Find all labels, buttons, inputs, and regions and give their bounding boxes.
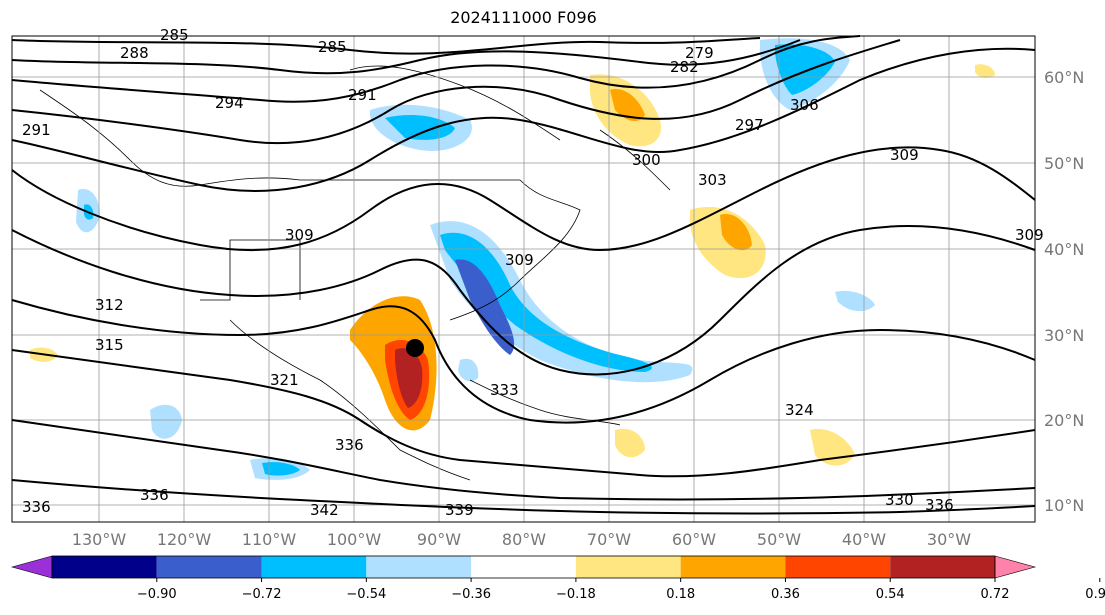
colorbar-border bbox=[51, 555, 996, 579]
contour-label: 333 bbox=[490, 381, 519, 399]
contour-label: 312 bbox=[95, 296, 124, 314]
contours bbox=[11, 35, 1036, 515]
colorbar-segment bbox=[156, 556, 262, 578]
colorbar-tick-label: −0.18 bbox=[556, 587, 596, 602]
lon-label: 50°W bbox=[757, 530, 801, 549]
colorbar-tick-label: 0.54 bbox=[876, 587, 905, 602]
colorbar-segment bbox=[261, 556, 367, 578]
colorbar-segment bbox=[366, 556, 472, 578]
lon-label: 60°W bbox=[672, 530, 716, 549]
colorbar-tick-label: 0.90 bbox=[1085, 587, 1105, 602]
colorbar-tick-label: −0.54 bbox=[346, 587, 386, 602]
colorbar-segment bbox=[52, 556, 157, 578]
contour-label: 324 bbox=[785, 401, 814, 419]
contour-label: 279 bbox=[685, 44, 714, 62]
colorbar-segment bbox=[575, 556, 681, 578]
colorbar-tick-label: −0.36 bbox=[451, 587, 491, 602]
contour-labels: 285 288 285 279 282 291 294 291 297 306 … bbox=[22, 26, 1044, 519]
map-frame bbox=[11, 35, 1036, 523]
contour-label: 285 bbox=[318, 38, 347, 56]
colorbar-tick-label: 0.36 bbox=[771, 587, 800, 602]
contour-label: 294 bbox=[215, 94, 244, 112]
grid bbox=[12, 36, 1035, 522]
contour-label: 321 bbox=[270, 371, 299, 389]
lon-label: 110°W bbox=[242, 530, 297, 549]
lat-label: 10°N bbox=[1044, 496, 1084, 515]
colorbar-extend-high bbox=[994, 555, 1037, 579]
contour-label: 336 bbox=[335, 436, 364, 454]
colorbar-segment bbox=[890, 556, 995, 578]
colorbar-extend-low bbox=[10, 555, 53, 579]
lon-label: 90°W bbox=[417, 530, 461, 549]
contour-label: 309 bbox=[1015, 226, 1044, 244]
colorbar-segment bbox=[785, 556, 891, 578]
contour-label: 339 bbox=[445, 501, 474, 519]
contour-label: 288 bbox=[120, 44, 149, 62]
contour-label: 306 bbox=[790, 96, 819, 114]
colorbar: −0.90 −0.72 −0.54 −0.36 −0.18 0.18 0.36 0.54 0.7… bbox=[10, 555, 1105, 602]
map-title: 2024111000 F096 bbox=[450, 8, 597, 27]
lat-label: 20°N bbox=[1044, 411, 1084, 430]
lon-label: 70°W bbox=[587, 530, 631, 549]
contour-label: 342 bbox=[310, 501, 339, 519]
contour-label: 309 bbox=[285, 226, 314, 244]
lon-label: 120°W bbox=[157, 530, 212, 549]
lon-label: 30°W bbox=[927, 530, 971, 549]
contour-label: 336 bbox=[22, 498, 51, 516]
colorbar-tick-label: −0.72 bbox=[242, 587, 282, 602]
contour-label: 315 bbox=[95, 336, 124, 354]
longitude-labels: 130°W 120°W 110°W 100°W 90°W 80°W 70°W 6… bbox=[72, 530, 971, 549]
contour-label: 291 bbox=[22, 121, 51, 139]
contour-label: 309 bbox=[505, 251, 534, 269]
contour-label: 336 bbox=[140, 486, 169, 504]
colorbar-segment bbox=[680, 556, 786, 578]
lat-label: 30°N bbox=[1044, 326, 1084, 345]
contour-label: 303 bbox=[698, 171, 727, 189]
shading-layer bbox=[30, 38, 995, 480]
lon-label: 80°W bbox=[502, 530, 546, 549]
lon-label: 130°W bbox=[72, 530, 127, 549]
colorbar-tick-label: −0.90 bbox=[137, 587, 177, 602]
contour-label: 309 bbox=[890, 146, 919, 164]
lat-label: 50°N bbox=[1044, 154, 1084, 173]
contour-label: 300 bbox=[632, 151, 661, 169]
contour-label: 297 bbox=[735, 116, 764, 134]
colorbar-tick-label: 0.72 bbox=[981, 587, 1010, 602]
lat-label: 60°N bbox=[1044, 68, 1084, 87]
latitude-labels: 60°N 50°N 40°N 30°N 20°N 10°N bbox=[1044, 68, 1084, 515]
contour-label: 285 bbox=[160, 26, 189, 44]
lon-label: 40°W bbox=[842, 530, 886, 549]
contour-label: 336 bbox=[925, 496, 954, 514]
lon-label: 100°W bbox=[327, 530, 382, 549]
lat-label: 40°N bbox=[1044, 240, 1084, 259]
colorbar-tick-label: 0.18 bbox=[666, 587, 695, 602]
map-background bbox=[12, 36, 1035, 522]
storm-center-marker bbox=[406, 339, 424, 357]
contour-label: 291 bbox=[348, 86, 377, 104]
contour-label: 282 bbox=[670, 58, 699, 76]
contour-label: 330 bbox=[885, 491, 914, 509]
colorbar-segment bbox=[471, 556, 576, 578]
